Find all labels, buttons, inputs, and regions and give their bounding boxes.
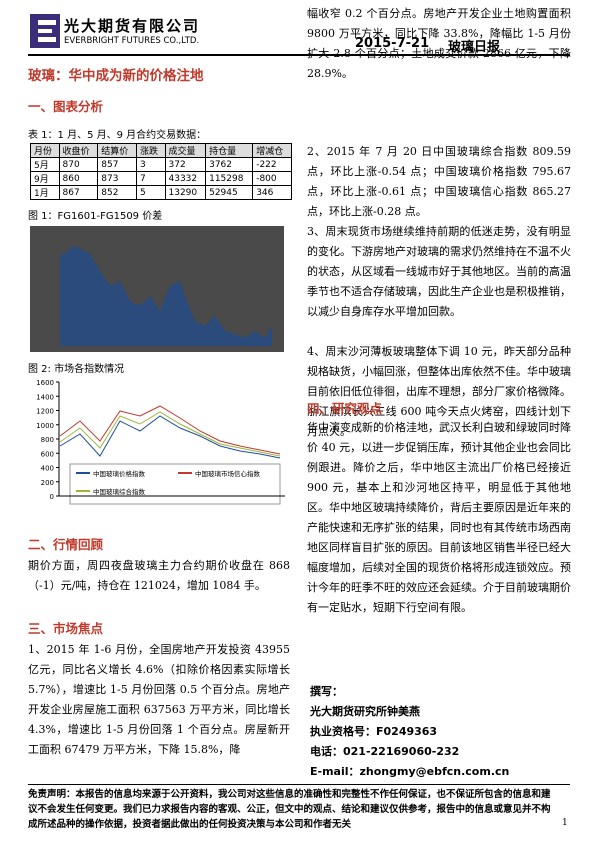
y-tick-label: 1000: [36, 422, 54, 430]
cell: 873: [97, 171, 137, 186]
cell: 115298: [205, 171, 254, 186]
email: E-mail：zhongmy@ebfcn.com.cn: [310, 765, 510, 778]
cell: 5月: [30, 157, 60, 172]
cell: 5: [136, 185, 166, 200]
paragraph: 4、周末沙河薄板玻璃整体下调 10 元，昨天部分品种规格缺货，小幅回涨，但整体出…: [307, 345, 571, 438]
table-row: 9月 860 873 7 43332 115298 -800: [30, 171, 292, 186]
cell: 346: [252, 185, 292, 200]
paragraph: 幅收窄 0.2 个百分点。房地产开发企业土地购置面积 9800 万平方米，同比下…: [307, 7, 571, 80]
cell: 52945: [205, 185, 254, 200]
y-tick-label: 200: [41, 479, 54, 487]
cell: -222: [252, 157, 292, 172]
report-name: 玻璃日报: [448, 40, 501, 55]
title: 玻璃：华中成为新的价格注地: [28, 68, 204, 84]
cell: 7: [136, 171, 166, 186]
header-cell: 月份: [30, 143, 60, 158]
cell: 860: [58, 171, 99, 186]
section-heading: 一、图表分析: [28, 99, 104, 114]
y-tick-label: 800: [41, 436, 54, 444]
header-rule: [28, 54, 570, 56]
paragraph: 2、2015 年 7 月 20 日中国玻璃综合指数 809.59 点，环比上涨-…: [307, 145, 571, 218]
section-heading: 三、市场焦点: [28, 621, 104, 636]
paragraph: 华中演变成新的价格洼地，武汉长利白玻和绿玻同时降价 40 元，以进一步促销压库，…: [307, 421, 571, 614]
logo: [30, 14, 60, 48]
header-cell: 增减仓: [252, 143, 292, 158]
company: 光大期货有限公司: [64, 17, 201, 35]
cell: 867: [58, 185, 99, 200]
y-tick-label: 1400: [36, 393, 54, 401]
cell: 3: [136, 157, 166, 172]
legend-label: 中国玻璃综合指数: [93, 487, 146, 496]
date: 2015-7-21: [355, 36, 430, 51]
line: [59, 405, 281, 455]
paragraph: 3、周末现货市场继续维持前期的低迷走势，没有明显的变化。下游房地产对玻璃的需求仍…: [307, 225, 571, 318]
header-cell: 结算价: [97, 143, 137, 158]
y-tick-label: 400: [41, 465, 54, 473]
cell: 3762: [205, 157, 254, 172]
line: [59, 411, 281, 457]
cell: 13290: [164, 185, 207, 200]
cell: 43332: [164, 171, 207, 186]
author-label: 撰写：: [310, 685, 343, 698]
legend-box: [69, 463, 281, 505]
author-name: 光大期货研究所钟美燕: [310, 705, 420, 718]
footer-rule: [28, 784, 570, 785]
paragraph: 1、2015 年 1-6 月份，全国房地产开发投资 43955 亿元，同比名义增…: [28, 643, 290, 756]
cell: 857: [97, 157, 137, 172]
header-cell: 持仓量: [205, 143, 254, 158]
paragraph: 期价方面，周四夜盘玻璃主力合约期价收盘在 868（-1）元/吨，持仓在 1210…: [28, 559, 290, 592]
y-tick-label: 1600: [36, 379, 54, 387]
figure-1: [30, 226, 284, 352]
header-cell: 收盘价: [58, 143, 99, 158]
cell: 9月: [30, 171, 60, 186]
section-heading: 四、研究观点: [307, 401, 383, 416]
table-row: 1月 867 852 5 13290 52945 346: [30, 185, 292, 200]
phone: 电话：021-22169060-232: [310, 745, 460, 758]
cell: 852: [97, 185, 137, 200]
page-number: 1: [562, 818, 568, 828]
header-cell: 涨跌: [136, 143, 166, 158]
figure-caption: 图 1：FG1601-FG1509 价差: [28, 211, 163, 222]
cell: 1月: [30, 185, 60, 200]
table-caption: 表 1：1 月、5 月、9 月合约交易数据：: [28, 130, 207, 141]
y-tick-label: 0: [50, 493, 54, 501]
company-en: EVERBRIGHT FUTURES CO.,LTD.: [64, 36, 200, 46]
y-tick-label: 1200: [36, 408, 54, 416]
section-heading: 二、行情回顾: [28, 537, 104, 552]
line: [59, 415, 281, 459]
legend-label: 中国玻璃价格指数: [93, 469, 146, 478]
cell: 870: [58, 157, 99, 172]
license: 执业资格号：F0249363: [310, 725, 438, 738]
legend-label: 中国玻璃市场信心指数: [195, 469, 261, 478]
data-table: 月份 收盘价 结算价 涨跌 成交量 持仓量 增减仓 5月 870 857 3 372 3762 -222 9…: [30, 143, 292, 200]
cell: 372: [164, 157, 207, 172]
figure-caption: 图 2: 市场各指数情况: [28, 364, 125, 375]
header-cell: 成交量: [164, 143, 207, 158]
cell: -800: [252, 171, 292, 186]
disclaimer: 免责声明：本报告的信息均来源于公开资料，我公司对这些信息的准确性和完整性不作任何…: [28, 789, 551, 830]
table-row: 5月 870 857 3 372 3762 -222: [30, 157, 292, 172]
table-header: 月份 收盘价 结算价 涨跌 成交量 持仓量 增减仓: [30, 143, 292, 158]
y-tick-label: 600: [41, 450, 54, 458]
